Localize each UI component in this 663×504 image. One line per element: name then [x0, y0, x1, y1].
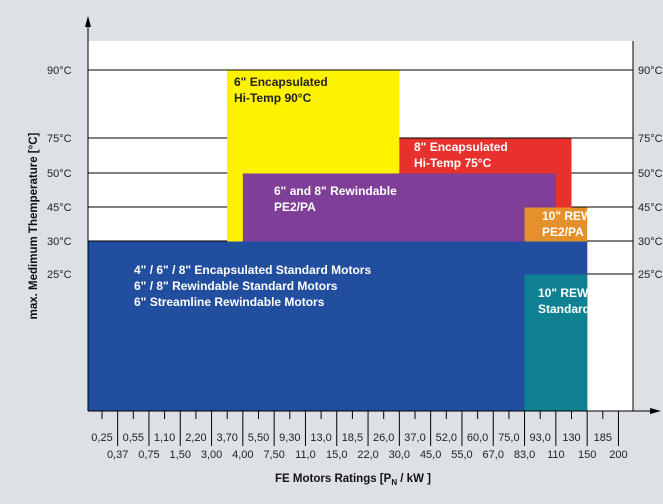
x-tick-label-top: 1,10: [154, 432, 175, 444]
block-label-6-and-8-rewindable-pe2-pa-line-2: PE2/PA: [274, 200, 316, 214]
x-tick-label-bottom: 11,0: [295, 449, 316, 461]
y-tick-label: 75°C: [47, 133, 72, 145]
x-tick-label-bottom: 4,00: [232, 449, 253, 461]
y-tick-label: 50°C: [47, 168, 72, 180]
x-tick-label-top: 60,0: [467, 432, 488, 444]
x-tick-label-top: 5,50: [248, 432, 269, 444]
y-tick-labels-right: 25°C 30°C 45°C 50°C 75°C 90°C: [638, 65, 663, 281]
block-fill-4-6-8-encapsulated-standard-motors: [88, 241, 588, 411]
x-tick-label-bottom: 200: [609, 449, 627, 461]
x-tick-label-top: 26,0: [373, 432, 394, 444]
x-tick-marks: [101, 411, 619, 446]
block-label-10-rew-pe2-pa-line-1: 10" REW: [542, 209, 593, 223]
x-tick-label-bottom: 7,50: [263, 449, 284, 461]
y-tick-label-right: 25°C: [638, 269, 663, 281]
block-label-10-rew-standard-line-2: Standard: [538, 302, 590, 316]
x-tick-label-bottom: 150: [578, 449, 596, 461]
x-tick-label-top: 52,0: [436, 432, 457, 444]
y-tick-label-right: 30°C: [638, 236, 663, 248]
block-label-4-6-8-encapsulated-standard-motors-line-2: 6" / 8" Rewindable Standard Motors: [134, 279, 338, 293]
x-tick-label-bottom: 55,0: [451, 449, 472, 461]
y-tick-label-right: 50°C: [638, 168, 663, 180]
x-tick-label-bottom: 0,37: [107, 449, 128, 461]
y-tick-label: 30°C: [47, 236, 72, 248]
y-tick-label-right: 90°C: [638, 65, 663, 77]
x-tick-labels: 0,25 0,55 1,10 2,20 3,70 5,50 9,30 13,0 18,5 26,0…: [91, 432, 627, 461]
x-tick-label-top: 0,55: [123, 432, 144, 444]
block-label-10-rew-pe2-pa-line-2: PE2/PA: [542, 225, 584, 239]
x-axis-title-tail: / kW ]: [397, 473, 431, 485]
block-label-8-encapsulated-hi-temp-75-c-line-2: Hi-Temp 75°C: [414, 156, 492, 170]
x-tick-label-top: 75,0: [498, 432, 519, 444]
axes: [85, 16, 661, 414]
x-tick-label-top: 93,0: [529, 432, 550, 444]
x-tick-label-bottom: 110: [547, 449, 565, 461]
block-label-6-encapsulated-hi-temp-90-c-line-1: 6" Encapsulated: [234, 75, 328, 89]
y-tick-label-right: 45°C: [638, 202, 663, 214]
x-tick-label-top: 185: [594, 432, 612, 444]
block-labels: 6" Encapsulated Hi-Temp 90°C 8" Encapsulat…: [134, 75, 593, 316]
x-axis-title-subscript: N: [391, 478, 397, 487]
y-tick-label-right: 75°C: [638, 133, 663, 145]
x-tick-label-bottom: 83,0: [514, 449, 535, 461]
y-tick-label: 45°C: [47, 202, 72, 214]
x-tick-label-bottom: 67,0: [483, 449, 504, 461]
x-tick-label-top: 130: [562, 432, 580, 444]
x-tick-label-bottom: 45,0: [420, 449, 441, 461]
block-label-4-6-8-encapsulated-standard-motors-line-3: 6" Streamline Rewindable Motors: [134, 295, 325, 309]
x-axis-title-main: FE Motors Ratings [P: [275, 473, 392, 485]
x-axis-arrow: [650, 408, 661, 414]
x-tick-label-top: 18,5: [342, 432, 363, 444]
x-tick-label-top: 37,0: [404, 432, 425, 444]
block-label-6-and-8-rewindable-pe2-pa-line-1: 6" and 8" Rewindable: [274, 184, 397, 198]
x-tick-label-bottom: 1,50: [170, 449, 191, 461]
block-label-8-encapsulated-hi-temp-75-c-line-1: 8" Encapsulated: [414, 140, 508, 154]
y-tick-label: 25°C: [47, 269, 72, 281]
range-blocks-overlay: [88, 70, 588, 411]
y-axis-arrow: [85, 16, 91, 27]
x-tick-label-bottom: 3,00: [201, 449, 222, 461]
x-tick-label-bottom: 22,0: [357, 449, 378, 461]
y-axis-title: max. Medimum Themperature [°C]: [28, 132, 40, 319]
x-tick-label-top: 9,30: [279, 432, 300, 444]
x-tick-label-top: 0,25: [91, 432, 112, 444]
x-tick-label-bottom: 0,75: [138, 449, 159, 461]
x-tick-label-top: 3,70: [216, 432, 237, 444]
y-tick-label: 90°C: [47, 65, 72, 77]
block-label-10-rew-standard-line-1: 10" REW: [538, 286, 589, 300]
block-label-4-6-8-encapsulated-standard-motors-line-1: 4" / 6" / 8" Encapsulated Standard Motor…: [134, 263, 371, 277]
y-tick-labels-left: 25°C 30°C 45°C 50°C 75°C 90°C: [47, 65, 72, 281]
x-tick-label-bottom: 30,0: [389, 449, 410, 461]
x-axis-title: FE Motors Ratings [PN / kW ]: [275, 473, 431, 487]
block-label-6-encapsulated-hi-temp-90-c-line-2: Hi-Temp 90°C: [234, 91, 312, 105]
x-tick-label-top: 13,0: [310, 432, 331, 444]
block-fill-10-rew-standard: [524, 274, 588, 411]
x-tick-label-top: 2,20: [185, 432, 206, 444]
x-tick-label-bottom: 15,0: [326, 449, 347, 461]
